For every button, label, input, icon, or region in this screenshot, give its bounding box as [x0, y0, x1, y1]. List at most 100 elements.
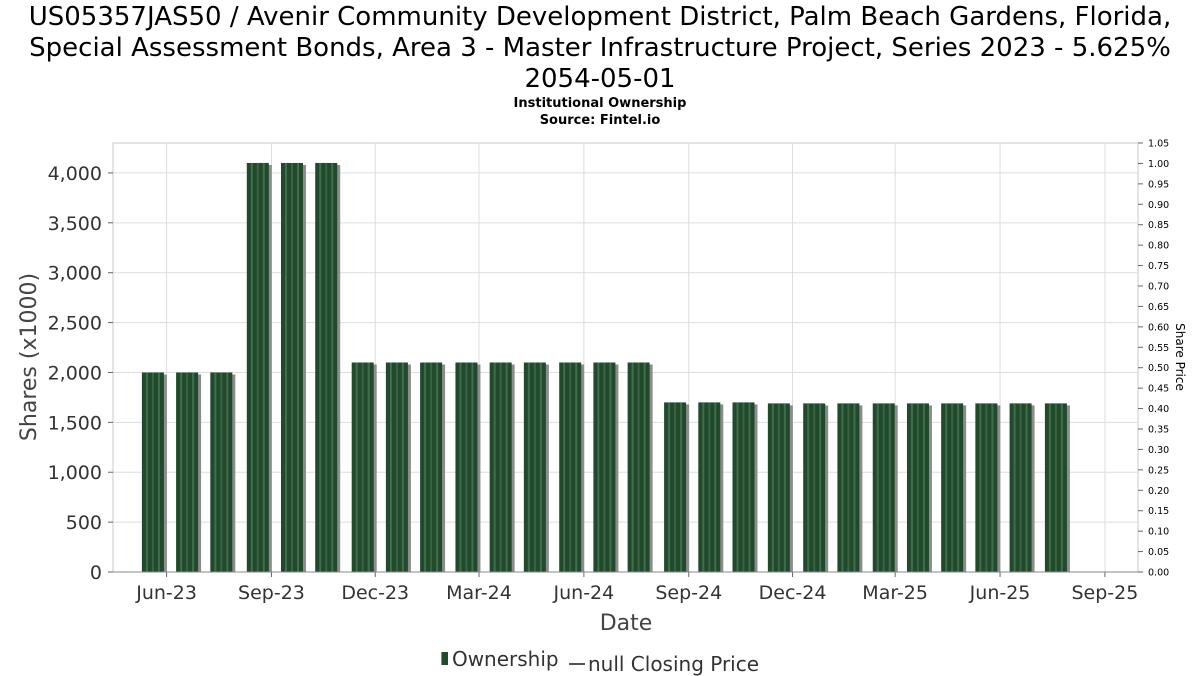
bar-stripe [674, 402, 677, 572]
x-axis-label: Date [600, 611, 653, 636]
bar-stripe [777, 403, 780, 572]
bar-stripe [459, 362, 462, 572]
ownership-bar [906, 403, 932, 572]
ownership-bar [455, 362, 481, 572]
bar-stripe [355, 362, 358, 572]
bar-stripe [285, 162, 288, 572]
bar-stripe [1060, 403, 1063, 572]
y2-tick-label: 0.25 [1148, 465, 1169, 476]
bar-stripe [771, 403, 774, 572]
chart-source: Source: Fintel.io [539, 113, 661, 128]
axes: 0 500 1,000 1,500 2,000 2,500 3,000 3,500 4,000 J… [48, 139, 1170, 605]
y2-tick-label: 0.55 [1148, 343, 1169, 354]
bar-stripe [157, 372, 160, 572]
bar-stripe [214, 372, 217, 572]
bar-stripe [979, 403, 982, 572]
ownership-bar [210, 372, 236, 572]
bar-stripe [1048, 403, 1051, 572]
x-tick-label: Jun-23 [135, 582, 197, 604]
y-tick-label: 1,000 [48, 462, 102, 484]
bar-stripe [957, 403, 960, 572]
bar-stripe [910, 403, 913, 572]
bar-stripe [1013, 403, 1016, 572]
bar-stripe [945, 403, 948, 572]
x-tick-label: Dec-24 [759, 582, 827, 604]
y2-tick-label: 0.75 [1148, 261, 1169, 272]
y-tick-label: 1,500 [48, 412, 102, 434]
x-tick-label: Dec-23 [341, 582, 409, 604]
bar-stripe [714, 402, 717, 572]
bar-stripe [847, 403, 850, 572]
bar-stripe [1025, 403, 1028, 572]
bar-stripe [702, 402, 705, 572]
ownership-bar [803, 403, 829, 572]
bar-stripe [220, 372, 223, 572]
ownership-bar [351, 362, 377, 572]
ownership-bar [627, 362, 653, 572]
bar-stripe [401, 362, 404, 572]
legend-ownership: Ownership [440, 647, 559, 671]
chart-subtitle: Institutional Ownership [513, 96, 687, 111]
x-tick-label: Jun-24 [553, 582, 615, 604]
ownership-bar [385, 362, 411, 572]
bar-stripe [192, 372, 195, 572]
ownership-bar [698, 402, 724, 572]
x-tick-label: Sep-23 [238, 582, 305, 604]
bar-stripe [742, 402, 745, 572]
y2-tick-label: 0.65 [1148, 302, 1169, 313]
bar-stripe [361, 362, 364, 572]
ownership-bar [941, 403, 967, 572]
bar-stripe [226, 372, 229, 572]
y2-axis-label: Share Price [1173, 323, 1187, 391]
bar-stripe [493, 362, 496, 572]
ownership-bar [281, 162, 307, 572]
y2-tick-label: 0.00 [1148, 568, 1169, 579]
bar-stripe [151, 372, 154, 572]
y-axis-label: Shares (x1000) [17, 273, 42, 441]
bar-stripe [291, 162, 294, 572]
y-tick-label: 2,000 [48, 362, 102, 384]
bar-stripe [499, 362, 502, 572]
bar-stripe [533, 362, 536, 572]
bar-stripe [916, 403, 919, 572]
bar-stripe [668, 402, 671, 572]
bar-stripe [395, 362, 398, 572]
bar-stripe [609, 362, 612, 572]
y-tick-label: 2,500 [48, 313, 102, 335]
bar-stripe [631, 362, 634, 572]
y2-tick-label: 0.30 [1148, 445, 1169, 456]
bar-stripe [841, 403, 844, 572]
y2-tick-label: 1.00 [1148, 159, 1169, 170]
bar-stripe [922, 403, 925, 572]
bar-stripe [748, 402, 751, 572]
bar-stripe [888, 403, 891, 572]
ownership-bar [593, 362, 619, 572]
y-tick-label: 4,000 [48, 163, 102, 185]
ownership-bar [176, 372, 202, 572]
bar-stripe [876, 403, 879, 572]
y2-tick-label: 0.45 [1148, 384, 1169, 395]
ownership-bar [732, 402, 758, 572]
ownership-bar [489, 362, 515, 572]
y-tick-label: 3,500 [48, 213, 102, 235]
ownership-bar [141, 372, 167, 572]
y2-tick-label: 0.15 [1148, 506, 1169, 517]
bar-stripe [563, 362, 566, 572]
bar-stripe [597, 362, 600, 572]
bar-stripe [186, 372, 189, 572]
bar-stripe [569, 362, 572, 572]
y2-tick-label: 0.20 [1148, 486, 1169, 497]
bar-stripe [389, 362, 392, 572]
bar-stripe [853, 403, 856, 572]
y2-tick-label: 0.85 [1148, 220, 1169, 231]
bar-stripe [637, 362, 640, 572]
ownership-bar [1044, 403, 1070, 572]
bar-stripe [951, 403, 954, 572]
bar-stripe [643, 362, 646, 572]
y-tick-label: 3,000 [48, 263, 102, 285]
bar-stripe [819, 403, 822, 572]
x-tick-label: Sep-24 [655, 582, 722, 604]
bar-stripe [505, 362, 508, 572]
bar-stripe [367, 362, 370, 572]
